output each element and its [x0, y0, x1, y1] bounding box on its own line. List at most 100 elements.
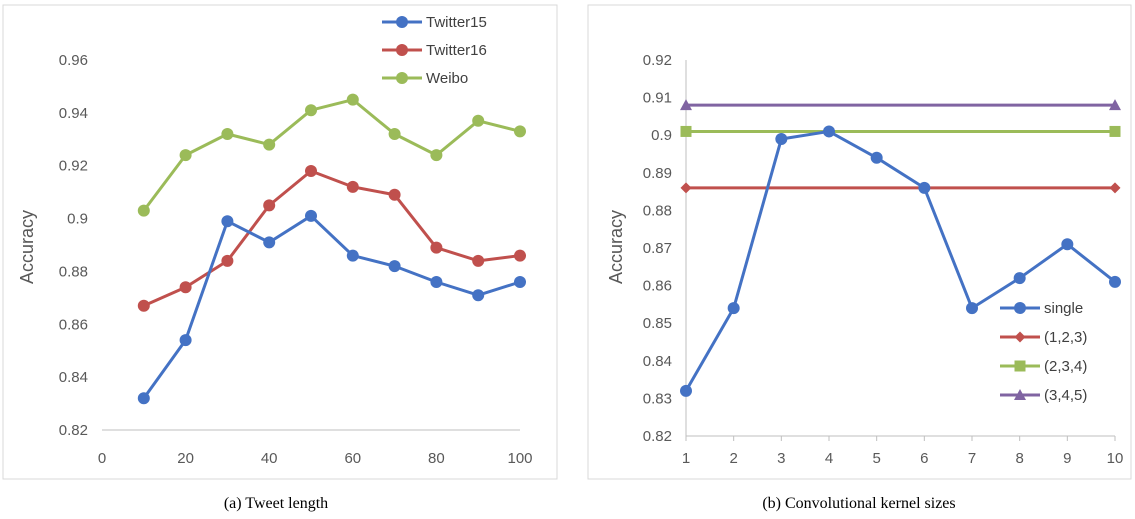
x-tick-label: 7 [968, 450, 976, 467]
chart-b: 0.82 0.83 0.84 0.85 0.86 0.87 0.88 0.89 0.9 0.91 0… [587, 4, 1132, 512]
legend-label: Twitter15 [426, 14, 487, 31]
data-point [680, 125, 692, 137]
data-point [1013, 272, 1026, 285]
x-tick-label: 100 [507, 450, 532, 467]
chart-b-yticks: 0.82 0.83 0.84 0.85 0.86 0.87 0.88 0.89 0.9 0.91 0… [643, 52, 672, 445]
data-point [263, 138, 276, 151]
x-tick-label: 20 [177, 450, 194, 467]
y-tick-label: 0.91 [643, 90, 672, 107]
y-tick-label: 0.88 [59, 263, 88, 280]
legend-label: single [1044, 300, 1083, 317]
y-tick-label: 0.92 [643, 52, 672, 69]
data-point [727, 302, 740, 315]
data-point [221, 254, 234, 267]
legend-swatch-marker [396, 16, 408, 28]
legend-swatch-marker [396, 44, 408, 56]
data-point [1109, 275, 1121, 288]
x-tick-label: 40 [261, 450, 278, 467]
data-point [514, 276, 526, 288]
data-point [472, 289, 485, 302]
series-line [684, 129, 1116, 392]
data-point [305, 209, 317, 222]
data-point [179, 149, 192, 162]
x-tick-label: 10 [1107, 450, 1124, 467]
data-point [870, 151, 883, 164]
data-point [1109, 99, 1121, 111]
data-point [1109, 182, 1121, 194]
x-tick-label: 80 [428, 450, 445, 467]
data-point [346, 249, 359, 262]
y-tick-label: 0.96 [59, 52, 88, 69]
chart-a-frame [2, 4, 558, 480]
series-line [143, 169, 521, 308]
y-tick-label: 0.9 [651, 127, 672, 144]
x-tick-label: 60 [344, 450, 361, 467]
data-point [179, 334, 192, 347]
series-line [142, 98, 521, 212]
legend-label: (3,4,5) [1044, 387, 1087, 404]
chart-a-ylabel: Accuracy [17, 210, 37, 284]
legend-label: (2,3,4) [1044, 358, 1087, 375]
chart-a-series [137, 93, 526, 405]
x-tick-label: 9 [1063, 450, 1071, 467]
chart-b-axes [685, 60, 1116, 441]
data-point [1061, 238, 1074, 251]
y-tick-label: 0.82 [643, 428, 672, 445]
y-tick-label: 0.83 [643, 390, 672, 407]
x-tick-label: 4 [825, 450, 833, 467]
chart-a-yticks: 0.82 0.84 0.86 0.88 0.9 0.92 0.94 0.96 [59, 52, 88, 439]
data-point [430, 276, 443, 288]
y-tick-label: 0.85 [643, 315, 672, 332]
y-tick-label: 0.9 [67, 211, 88, 228]
legend-label: Weibo [426, 70, 468, 87]
data-point [514, 125, 526, 138]
data-point [430, 241, 443, 254]
data-point [263, 199, 276, 212]
series-1 [137, 165, 526, 312]
chart-a-caption: (a) Tweet length [224, 495, 328, 512]
data-point [430, 149, 443, 162]
y-tick-label: 0.94 [59, 105, 88, 122]
data-point [346, 93, 359, 106]
legend-swatch-marker [1014, 302, 1026, 314]
data-point [472, 254, 485, 267]
chart-b-legend: single (1,2,3) (2,3,4) (3,4,5) [1000, 300, 1087, 404]
chart-a: 0.82 0.84 0.86 0.88 0.9 0.92 0.94 0.96 0 20 40 60 8… [2, 4, 558, 512]
series-0 [137, 209, 526, 405]
x-tick-label: 1 [682, 450, 690, 467]
data-point [966, 302, 978, 315]
data-point [137, 392, 150, 405]
data-point [137, 204, 150, 217]
series-3 [680, 99, 1121, 111]
data-point [388, 260, 401, 273]
legend-swatch-marker [396, 72, 408, 84]
data-point [388, 188, 401, 201]
data-point [137, 299, 150, 312]
chart-b-frame [587, 4, 1132, 480]
series-2 [137, 93, 526, 217]
series-0 [680, 125, 1121, 397]
data-point [680, 182, 692, 194]
legend-swatch-marker [1014, 389, 1026, 400]
data-point [305, 165, 317, 177]
y-tick-label: 0.82 [59, 422, 88, 439]
legend-label: (1,2,3) [1044, 329, 1087, 346]
legend-swatch-marker [1014, 331, 1026, 343]
data-point [680, 99, 692, 111]
data-point [221, 128, 234, 140]
x-tick-label: 2 [729, 450, 737, 467]
data-point [305, 104, 317, 117]
y-tick-label: 0.84 [643, 353, 672, 370]
x-tick-label: 6 [920, 450, 928, 467]
x-tick-label: 3 [777, 450, 785, 467]
y-tick-label: 0.92 [59, 158, 88, 175]
data-point [221, 215, 234, 228]
data-point [388, 128, 401, 140]
data-point [346, 180, 359, 193]
x-tick-label: 5 [872, 450, 880, 467]
data-point [179, 281, 192, 294]
data-point [263, 236, 276, 249]
x-tick-label: 0 [98, 450, 106, 467]
x-tick-label: 8 [1015, 450, 1023, 467]
